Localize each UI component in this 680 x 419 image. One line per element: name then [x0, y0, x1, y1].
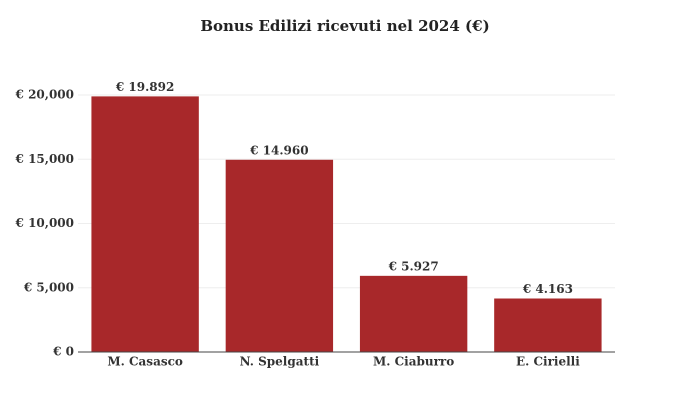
value-label: € 14.960	[249, 143, 308, 157]
x-tick-label: E. Cirielli	[516, 355, 580, 369]
bar	[91, 96, 199, 352]
bar	[225, 159, 334, 352]
y-tick-label: € 15,000	[15, 152, 74, 166]
y-tick-label: € 0	[52, 345, 74, 359]
y-tick-label: € 20,000	[15, 88, 74, 102]
y-tick-label: € 5,000	[23, 280, 74, 294]
x-tick-label: M. Ciaburro	[373, 355, 454, 369]
value-label: € 19.892	[115, 80, 174, 94]
y-tick-label: € 10,000	[15, 216, 74, 230]
x-tick-label: M. Casasco	[107, 355, 183, 369]
chart-title: Bonus Edilizi ricevuti nel 2024 (€)	[200, 17, 489, 35]
bar	[494, 298, 602, 352]
x-tick-label: N. Spelgatti	[240, 355, 320, 369]
value-label: € 4.163	[522, 282, 573, 296]
bar	[359, 275, 468, 352]
value-label: € 5.927	[388, 259, 439, 273]
